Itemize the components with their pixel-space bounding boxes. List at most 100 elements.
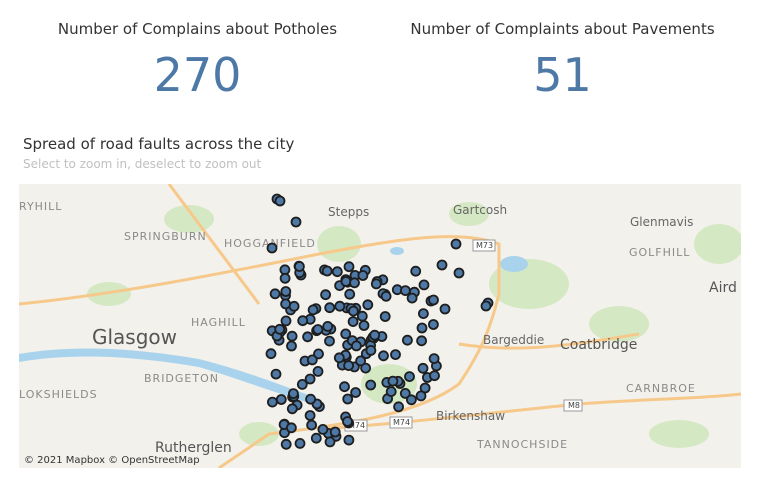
fault-point[interactable] xyxy=(406,292,418,304)
fault-point[interactable] xyxy=(390,349,401,361)
fault-point[interactable] xyxy=(340,276,352,287)
fault-point[interactable] xyxy=(305,393,317,405)
fault-point[interactable] xyxy=(399,387,411,399)
fault-point[interactable] xyxy=(429,370,440,382)
fault-point[interactable] xyxy=(306,354,318,366)
fault-point[interactable] xyxy=(340,328,352,340)
fault-point[interactable] xyxy=(286,403,298,415)
fault-point[interactable] xyxy=(365,344,377,356)
fault-point[interactable] xyxy=(401,334,413,346)
fault-point[interactable] xyxy=(415,390,427,402)
fault-point[interactable] xyxy=(280,286,292,297)
fault-point[interactable] xyxy=(378,350,389,362)
fault-point[interactable] xyxy=(350,387,362,398)
fault-point[interactable] xyxy=(480,300,492,312)
fault-point[interactable] xyxy=(297,315,309,327)
fault-point[interactable] xyxy=(344,288,356,300)
fault-point[interactable] xyxy=(333,352,345,364)
fault-point[interactable] xyxy=(343,434,355,446)
fault-point[interactable] xyxy=(417,308,429,320)
fault-point[interactable] xyxy=(280,315,292,327)
fault-point[interactable] xyxy=(370,278,382,290)
fault-point[interactable] xyxy=(418,279,430,291)
fault-point[interactable] xyxy=(416,335,428,347)
fault-point[interactable] xyxy=(293,261,305,272)
fault-point[interactable] xyxy=(356,310,368,322)
fault-point[interactable] xyxy=(410,265,422,277)
fault-point[interactable] xyxy=(265,348,277,360)
fault-point[interactable] xyxy=(296,378,308,390)
fault-point[interactable] xyxy=(350,340,362,352)
fault-point[interactable] xyxy=(342,416,353,427)
fault-point[interactable] xyxy=(286,330,298,342)
fault-point[interactable] xyxy=(428,294,439,306)
fault-point[interactable] xyxy=(285,422,297,434)
fault-point[interactable] xyxy=(405,394,417,406)
fault-point[interactable] xyxy=(304,410,316,421)
fault-point[interactable] xyxy=(266,242,278,254)
fault-point[interactable] xyxy=(317,423,329,435)
fault-point[interactable] xyxy=(322,320,334,332)
fault-point[interactable] xyxy=(358,320,370,331)
fault-point[interactable] xyxy=(312,324,324,335)
fault-point[interactable] xyxy=(343,360,355,372)
fault-point[interactable] xyxy=(280,298,292,310)
fault-point[interactable] xyxy=(343,261,355,273)
fault-point[interactable] xyxy=(275,394,287,405)
fault-point[interactable] xyxy=(329,426,341,438)
fault-point[interactable] xyxy=(270,368,282,380)
fault-point[interactable] xyxy=(436,259,448,271)
fault-point[interactable] xyxy=(324,335,335,347)
fault-point[interactable] xyxy=(274,195,286,207)
fault-point[interactable] xyxy=(342,393,354,405)
fault-point[interactable] xyxy=(306,419,318,431)
fault-point[interactable] xyxy=(312,365,324,377)
fault-point[interactable] xyxy=(417,362,429,374)
fault-point[interactable] xyxy=(266,396,278,408)
fault-point[interactable] xyxy=(357,270,369,281)
fault-point[interactable] xyxy=(360,362,372,374)
fault-point[interactable] xyxy=(313,348,324,360)
map[interactable]: RYHILL SPRINGBURN HOGGANFIELD Stepps Gar… xyxy=(19,184,741,468)
fault-point[interactable] xyxy=(385,386,397,398)
fault-point[interactable] xyxy=(379,311,391,322)
fault-point[interactable] xyxy=(380,290,392,302)
fault-point[interactable] xyxy=(404,371,415,383)
fault-point[interactable] xyxy=(290,216,302,228)
fault-point[interactable] xyxy=(310,432,322,444)
fault-point[interactable] xyxy=(347,305,359,317)
fault-point[interactable] xyxy=(280,438,292,450)
fault-point[interactable] xyxy=(269,288,281,300)
fault-point[interactable] xyxy=(324,436,336,448)
fault-point[interactable] xyxy=(349,277,360,289)
fault-point[interactable] xyxy=(399,285,411,296)
fault-point[interactable] xyxy=(320,289,332,301)
fault-point[interactable] xyxy=(331,266,343,278)
fault-point[interactable] xyxy=(365,379,377,391)
fault-point[interactable] xyxy=(339,381,350,393)
fault-point[interactable] xyxy=(362,299,374,311)
fault-point[interactable] xyxy=(439,303,451,315)
fault-point[interactable] xyxy=(294,437,306,449)
fault-point[interactable] xyxy=(450,238,462,250)
fault-point[interactable] xyxy=(334,300,346,312)
fault-point[interactable] xyxy=(416,322,428,334)
fault-point[interactable] xyxy=(321,265,333,277)
fault-point[interactable] xyxy=(286,340,297,352)
fault-point[interactable] xyxy=(274,323,286,335)
fault-point[interactable] xyxy=(427,319,439,330)
fault-point[interactable] xyxy=(369,329,381,341)
fault-point[interactable] xyxy=(393,401,405,413)
fault-point[interactable] xyxy=(304,373,316,385)
fault-point[interactable] xyxy=(428,353,440,365)
fault-point[interactable] xyxy=(288,300,300,312)
fault-point[interactable] xyxy=(302,331,314,343)
fault-point[interactable] xyxy=(279,272,291,284)
fault-point[interactable] xyxy=(347,316,359,328)
fault-point[interactable] xyxy=(324,302,336,314)
fault-point[interactable] xyxy=(355,355,367,367)
fault-point[interactable] xyxy=(307,304,319,316)
fault-point[interactable] xyxy=(387,375,399,387)
fault-point[interactable] xyxy=(287,388,299,400)
fault-point[interactable] xyxy=(453,267,465,279)
